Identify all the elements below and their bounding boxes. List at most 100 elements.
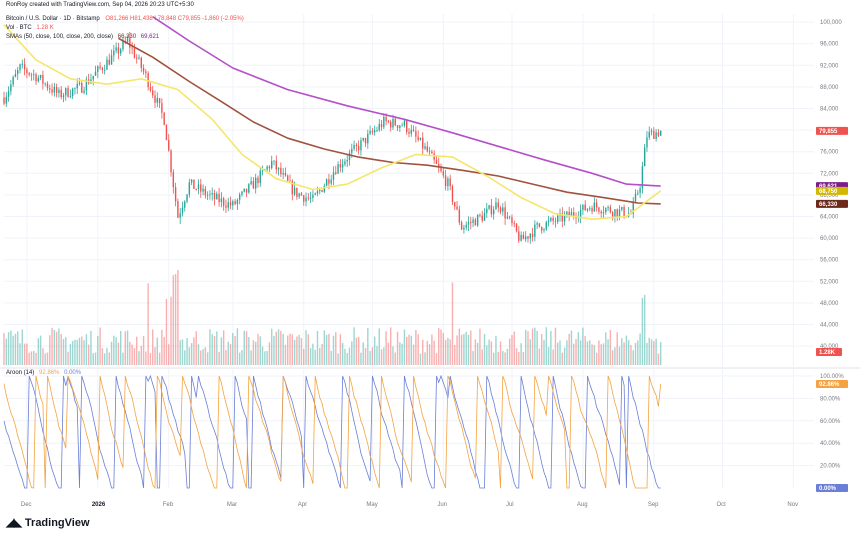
volume-bar [376,346,378,365]
candle-body [406,120,408,132]
volume-bar [543,339,545,365]
candle-body [465,224,467,228]
volume-bar [312,343,314,365]
candle-body [314,193,316,195]
volume-bar [534,327,536,365]
candle-body [328,179,330,184]
candle-body [126,38,129,42]
candle-body [12,76,14,85]
candle-body [520,234,522,241]
volume-bar [495,335,497,365]
candle-body [545,222,547,230]
candle-body [156,98,159,103]
volume-bar [577,332,580,365]
candle-body [460,222,463,230]
candle-body [616,209,618,217]
aroon-legend[interactable]: Aroon (14) 92.86% 0.00% [6,370,81,376]
candle-body [177,201,179,218]
candle-body [655,132,657,139]
candle-body [373,130,376,133]
volume-bar [277,329,280,365]
volume-bar [78,337,81,365]
candle-body [415,131,417,137]
volume-bar [268,342,271,365]
candle-body [83,90,85,93]
volume-bar [19,343,21,365]
candle-body [650,130,653,132]
candle-body [293,187,296,195]
candle-body [21,64,24,65]
volume-bar [641,297,644,365]
volume-bar [138,351,140,365]
volume-bar [659,342,662,365]
volume-bar [589,340,591,365]
volume-bar [26,343,28,365]
candle-body [490,205,493,215]
volume-bar [10,330,12,365]
volume-bar [209,329,211,365]
tradingview-logo[interactable]: ◢◣ TradingView [6,516,90,530]
candle-body [236,199,239,205]
candle-body [14,74,17,77]
volume-bar [378,328,380,365]
volume-bar [181,339,184,365]
volume-legend[interactable]: Vol · BTC 1.28 K [6,25,54,31]
volume-legend-label: Vol · BTC [6,25,32,31]
candle-body [543,229,545,231]
candle-body [252,181,255,189]
time-axis-label: Jun [437,502,447,508]
volume-bar [14,333,17,365]
candle-body [541,226,543,231]
volume-bar [616,332,618,365]
volume-bar [655,338,657,365]
volume-bar [518,352,520,365]
time-axis-label: Oct [716,502,726,508]
candle-body [108,59,110,65]
volume-bar [309,348,312,365]
volume-bar [275,331,277,365]
volume-bar [234,336,236,365]
candle-body [362,137,364,141]
volume-bar [103,353,106,365]
candle-body [355,145,358,146]
volume-bar [458,328,461,365]
candle-body [385,116,387,122]
volume-bar [184,350,186,365]
candle-body [26,69,28,73]
price-axis-tick: 76,000 [820,150,839,156]
candle-body [257,177,259,184]
symbol-legend[interactable]: Bitcoin / U.S. Dollar · 1D · Bitstamp O8… [6,16,244,22]
candle-body [117,47,120,54]
candle-body [60,89,62,98]
price-axis-tick: 48,000 [820,301,839,307]
candle-body [657,132,660,136]
volume-bar [557,342,559,365]
candle-body [582,204,584,211]
candle-body [538,223,541,227]
volume-bar [442,333,445,365]
candle-body [401,125,403,127]
volume-legend-value: 1.28 K [36,25,54,31]
volume-bar [204,347,207,365]
candle-body [168,140,170,151]
volume-bar [650,339,653,365]
candle-body [216,193,218,200]
aroon-down-line [3,374,661,489]
sma-legend[interactable]: SMAs (50, close, 100, close, 200, close)… [6,34,159,40]
candle-body [232,201,234,206]
volume-bar [536,330,538,365]
candle-body [557,215,559,222]
volume-bar [389,327,392,365]
candle-body [589,208,591,210]
candle-body [39,75,42,78]
volume-bar [547,346,550,365]
time-axis-label: May [366,502,377,508]
candle-body [598,207,600,212]
sma50-line [3,24,662,220]
volume-bar [142,335,145,365]
volume-bar [607,339,609,365]
volume-bar [161,329,163,365]
volume-bar [28,352,30,365]
